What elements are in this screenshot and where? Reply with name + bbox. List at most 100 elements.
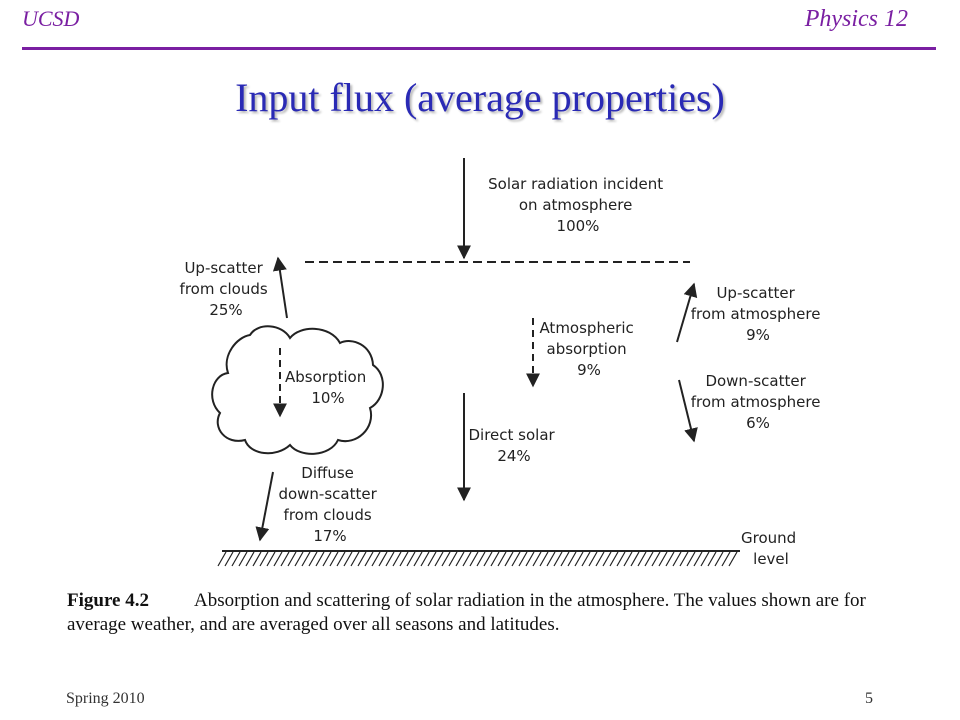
ground-hatch-mark xyxy=(217,551,227,567)
ground-hatch-mark xyxy=(392,551,402,567)
ground-hatch-mark xyxy=(504,551,514,567)
slide-number: 5 xyxy=(865,690,873,707)
ground-hatch-mark xyxy=(525,551,535,567)
ground-hatch-mark xyxy=(322,551,332,567)
header-divider xyxy=(22,47,936,50)
ground-hatch-mark xyxy=(581,551,591,567)
ground-hatch-mark xyxy=(420,551,430,567)
ground-hatch-mark xyxy=(560,551,570,567)
ground-hatch-mark xyxy=(651,551,661,567)
ground-hatch-mark xyxy=(616,551,626,567)
ground-hatch-mark xyxy=(294,551,304,567)
ground-hatch-mark xyxy=(308,551,318,567)
ground-hatch-mark xyxy=(413,551,423,567)
ground-hatch-mark xyxy=(350,551,360,567)
ground-hatch-mark xyxy=(357,551,367,567)
header-course-org: UCSD xyxy=(22,6,80,31)
direct-solar-label: Direct solar 24% xyxy=(469,426,560,465)
ground-hatch-mark xyxy=(497,551,507,567)
ground-hatch-mark xyxy=(280,551,290,567)
ground-hatch-mark xyxy=(637,551,647,567)
ground-hatch-mark xyxy=(259,551,269,567)
slide-title: Input flux (average properties) xyxy=(235,75,725,120)
atmosphere-upscatter-label: Up-scatter from atmosphere 9% xyxy=(691,284,825,344)
ground-hatch-mark xyxy=(511,551,521,567)
ground-hatch-mark xyxy=(658,551,668,567)
ground-hatch-mark xyxy=(427,551,437,567)
ground-hatch-mark xyxy=(266,551,276,567)
ground-hatch-mark xyxy=(364,551,374,567)
figure-caption-label: Figure 4.2 xyxy=(67,590,149,611)
ground-hatch-mark xyxy=(287,551,297,567)
ground-hatch-mark xyxy=(539,551,549,567)
cloud-upscatter-arrow xyxy=(272,256,288,319)
ground-hatch-mark xyxy=(686,551,696,567)
ground-hatch-mark xyxy=(441,551,451,567)
cloud-shape xyxy=(211,325,384,455)
ground-hatch-mark xyxy=(679,551,689,567)
diffuse-downscatter-arrow xyxy=(255,471,274,542)
ground-hatch-mark xyxy=(602,551,612,567)
header-course-name: Physics 12 xyxy=(804,6,908,32)
ground-hatch-mark xyxy=(518,551,528,567)
ground-hatch-mark xyxy=(434,551,444,567)
ground-hatch-mark xyxy=(567,551,577,567)
figure-caption-text: Absorption and scattering of solar radia… xyxy=(67,590,866,635)
ground-hatch-mark xyxy=(630,551,640,567)
ground-hatching xyxy=(217,551,738,567)
ground-hatch-mark xyxy=(455,551,465,567)
ground-hatch-mark xyxy=(385,551,395,567)
ground-hatch-mark xyxy=(672,551,682,567)
ground-hatch-mark xyxy=(224,551,234,567)
incident-label: Solar radiation incident on atmosphere 1… xyxy=(488,175,668,235)
ground-hatch-mark xyxy=(273,551,283,567)
ground-hatch-mark xyxy=(252,551,262,567)
ground-hatch-mark xyxy=(371,551,381,567)
ground-hatch-mark xyxy=(462,551,472,567)
ground-hatch-mark xyxy=(728,551,738,567)
ground-hatch-mark xyxy=(714,551,724,567)
figure-panel: Solar radiation incident on atmosphere 1… xyxy=(45,128,938,663)
ground-level-label: Ground level xyxy=(741,529,801,568)
atmospheric-absorption-label: Atmospheric absorption 9% xyxy=(539,319,638,379)
ground-hatch-mark xyxy=(665,551,675,567)
ground-hatch-mark xyxy=(700,551,710,567)
ground-hatch-mark xyxy=(343,551,353,567)
ground-hatch-mark xyxy=(546,551,556,567)
ground-hatch-mark xyxy=(231,551,241,567)
ground-hatch-mark xyxy=(623,551,633,567)
diffuse-downscatter-label: Diffuse down-scatter from clouds 17% xyxy=(278,464,381,545)
ground-hatch-mark xyxy=(693,551,703,567)
ground-hatch-mark xyxy=(329,551,339,567)
ground-hatch-mark xyxy=(595,551,605,567)
ground-hatch-mark xyxy=(483,551,493,567)
ground-hatch-mark xyxy=(490,551,500,567)
ground-hatch-mark xyxy=(245,551,255,567)
ground-hatch-mark xyxy=(448,551,458,567)
ground-hatch-mark xyxy=(378,551,388,567)
ground-hatch-mark xyxy=(476,551,486,567)
ground-hatch-mark xyxy=(588,551,598,567)
ground-hatch-mark xyxy=(315,551,325,567)
ground-hatch-mark xyxy=(532,551,542,567)
solar-flux-diagram: Solar radiation incident on atmosphere 1… xyxy=(180,158,825,568)
ground-hatch-mark xyxy=(644,551,654,567)
ground-hatch-mark xyxy=(721,551,731,567)
ground-hatch-mark xyxy=(238,551,248,567)
ground-hatch-mark xyxy=(574,551,584,567)
atmosphere-downscatter-arrow xyxy=(678,379,698,443)
cloud-absorption-label: Absorption 10% xyxy=(285,368,371,407)
atmosphere-downscatter-label: Down-scatter from atmosphere 6% xyxy=(691,372,825,432)
ground-hatch-mark xyxy=(336,551,346,567)
ground-hatch-mark xyxy=(301,551,311,567)
ground-hatch-mark xyxy=(609,551,619,567)
ground-hatch-mark xyxy=(399,551,409,567)
cloud-upscatter-label: Up-scatter from clouds 25% xyxy=(180,259,273,319)
ground-hatch-mark xyxy=(707,551,717,567)
ground-hatch-mark xyxy=(406,551,416,567)
atmosphere-upscatter-arrow xyxy=(676,282,698,343)
ground-hatch-mark xyxy=(553,551,563,567)
footer-term: Spring 2010 xyxy=(66,690,145,707)
figure-caption: Figure 4.2 Absorption and scattering of s… xyxy=(67,589,917,637)
ground-hatch-mark xyxy=(469,551,479,567)
